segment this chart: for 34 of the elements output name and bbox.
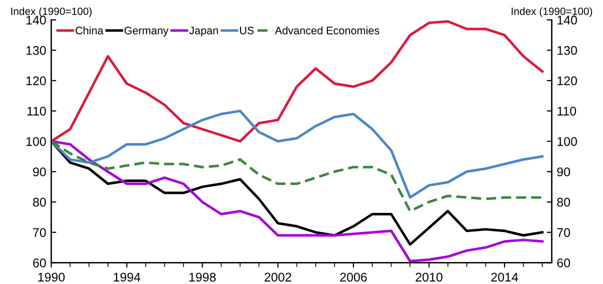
y2-tick-label: 90 [557, 167, 570, 176]
y-tick-label: 120 [26, 76, 46, 86]
legend-label: China [76, 26, 104, 34]
y2-tick-label: 120 [558, 76, 577, 86]
line-series [51, 110, 544, 199]
y-tick-label: 90 [33, 167, 46, 176]
legend-label: Germany [124, 26, 169, 36]
y2-tick-label: 130 [558, 46, 577, 55]
x-tick-label: 1998 [189, 272, 216, 282]
x-tick-label: 2014 [491, 272, 518, 282]
y-tick-label: 70 [33, 228, 46, 237]
y-tick-label: 130 [26, 46, 46, 55]
y2-tick-label: 60 [557, 258, 570, 268]
x-tick-label: 1990 [38, 272, 65, 282]
y2-tick-label: 70 [557, 228, 570, 237]
x-tick-label: 2006 [340, 272, 367, 282]
legend-label: Japan [189, 26, 218, 36]
x-tick-label: 2010 [416, 272, 442, 282]
y-tick-label: 100 [26, 137, 46, 146]
y2-axis-title: Index (1990=100) [512, 7, 592, 18]
line-series [51, 20, 544, 143]
x-tick-label: 2002 [264, 272, 292, 282]
x-tick-label: 1994 [114, 272, 140, 282]
y-tick-label: 110 [27, 106, 46, 116]
y2-tick-label: 100 [558, 137, 577, 146]
y-tick-label: 140 [26, 16, 46, 25]
y2-tick-label: 80 [557, 198, 570, 207]
y2-tick-label: 140 [558, 16, 577, 25]
legend-label: Advanced Economies [274, 26, 380, 34]
line-series [51, 140, 544, 212]
legend-label: US [240, 26, 254, 34]
y-tick-label: 60 [33, 258, 46, 268]
y-tick-label: 80 [33, 198, 46, 207]
y2-tick-label: 110 [558, 106, 576, 116]
